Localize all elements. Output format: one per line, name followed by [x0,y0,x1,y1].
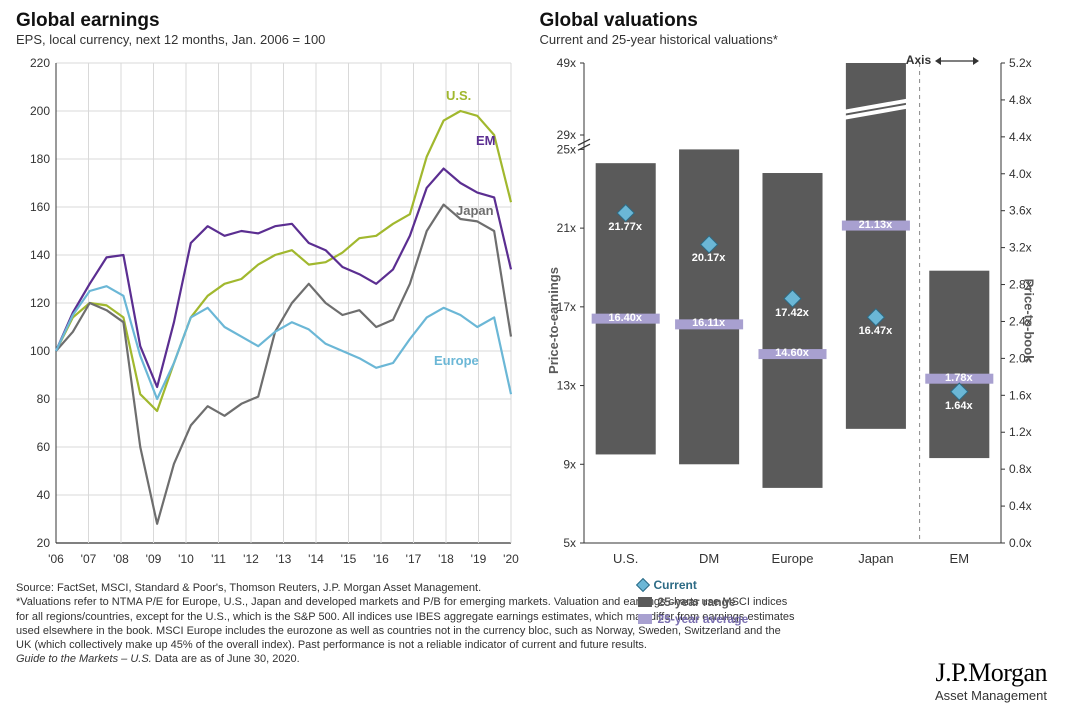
svg-text:80: 80 [37,392,51,406]
svg-text:'06: '06 [48,552,64,566]
svg-text:'14: '14 [308,552,324,566]
brand-top: J.P.Morgan [935,658,1047,688]
svg-text:49x: 49x [556,56,575,70]
legend-avg: 25-year average [638,612,749,626]
svg-text:25x: 25x [556,142,575,156]
svg-text:EM: EM [949,551,969,566]
earnings-chart: 20 40 60 80 100 120 140 160 180 200 220 '06 '07 '08 '0… [16,53,521,573]
svg-text:DM: DM [698,551,718,566]
current-value-em: 1.64x [935,400,983,412]
svg-text:5x: 5x [563,536,576,550]
svg-text:120: 120 [30,296,50,310]
valuations-title: Global valuations [540,10,1052,32]
svg-text:U.S.: U.S. [613,551,638,566]
svg-text:5.2x: 5.2x [1009,56,1032,70]
current-value-europe: 17.42x [768,307,816,319]
svg-text:'11: '11 [211,552,226,566]
svg-text:220: 220 [30,56,50,70]
brand-bottom: Asset Management [935,688,1047,703]
svg-text:'15: '15 [341,552,357,566]
svg-text:1.6x: 1.6x [1009,388,1032,402]
range-box-icon [638,597,652,607]
series-label-europe: Europe [434,353,479,368]
svg-text:29x: 29x [556,128,575,142]
current-value-japan: 16.47x [851,325,899,337]
line-chart-svg: 20 40 60 80 100 120 140 160 180 200 220 '06 '07 '08 '0… [16,53,521,573]
series-label-us: U.S. [446,88,471,103]
footer-line3: Guide to the Markets – U.S. Data are as … [16,652,796,666]
svg-text:0.8x: 0.8x [1009,462,1032,476]
svg-text:'19: '19 [471,552,487,566]
svg-text:'10: '10 [178,552,194,566]
svg-text:100: 100 [30,344,50,358]
axis-arrow-icon [935,55,979,67]
svg-text:1.2x: 1.2x [1009,425,1032,439]
svg-text:3.2x: 3.2x [1009,241,1032,255]
current-value-dm: 20.17x [685,252,733,264]
diamond-icon [635,578,649,592]
svg-text:Europe: Europe [771,551,813,566]
svg-text:160: 160 [30,200,50,214]
svg-text:'17: '17 [406,552,422,566]
svg-text:4.8x: 4.8x [1009,93,1032,107]
svg-text:13x: 13x [556,379,575,393]
valuations-subtitle: Current and 25-year historical valuation… [540,32,1052,47]
axis-note: Axis [906,53,979,67]
valuations-panel: Global valuations Current and 25-year hi… [540,10,1052,573]
avg-value-dm: 16.11x [685,317,733,329]
earnings-panel: Global earnings EPS, local currency, nex… [16,10,528,573]
svg-text:'08: '08 [113,552,129,566]
svg-text:'13: '13 [276,552,292,566]
svg-text:40: 40 [37,488,51,502]
avg-box-icon [638,614,652,624]
current-value-us: 21.77x [601,221,649,233]
avg-value-japan: 21.13x [851,219,899,231]
avg-value-em: 1.78x [935,372,983,384]
svg-text:20: 20 [37,536,51,550]
valuations-chart: 5x9x13x17x21x25x29x49x0.0x0.4x0.8x1.2x1.… [540,53,1045,573]
svg-text:'12: '12 [243,552,259,566]
brand-logo: J.P.Morgan Asset Management [935,658,1047,703]
earnings-subtitle: EPS, local currency, next 12 months, Jan… [16,32,528,47]
svg-text:140: 140 [30,248,50,262]
svg-text:0.0x: 0.0x [1009,536,1032,550]
svg-text:9x: 9x [563,457,576,471]
svg-text:'16: '16 [373,552,389,566]
earnings-title: Global earnings [16,10,528,32]
svg-text:'07: '07 [81,552,97,566]
svg-text:3.6x: 3.6x [1009,204,1032,218]
svg-text:4.4x: 4.4x [1009,130,1032,144]
svg-text:200: 200 [30,104,50,118]
series-label-em: EM [476,133,496,148]
svg-text:'09: '09 [146,552,162,566]
svg-text:60: 60 [37,440,51,454]
svg-text:21x: 21x [556,221,575,235]
svg-text:'18: '18 [438,552,454,566]
svg-text:0.4x: 0.4x [1009,499,1032,513]
svg-text:180: 180 [30,152,50,166]
legend-range: 25-year range [638,595,749,609]
pb-axis-label: Price-to-book [1021,279,1036,363]
legend-current: Current [638,578,749,592]
svg-text:Japan: Japan [858,551,893,566]
avg-value-europe: 14.60x [768,347,816,359]
avg-value-us: 16.40x [601,312,649,324]
svg-text:4.0x: 4.0x [1009,167,1032,181]
valuations-legend: Current 25-year range 25-year average [638,578,749,629]
svg-text:'20: '20 [503,552,519,566]
series-label-japan: Japan [456,203,494,218]
pe-axis-label: Price-to-earnings [545,267,560,374]
